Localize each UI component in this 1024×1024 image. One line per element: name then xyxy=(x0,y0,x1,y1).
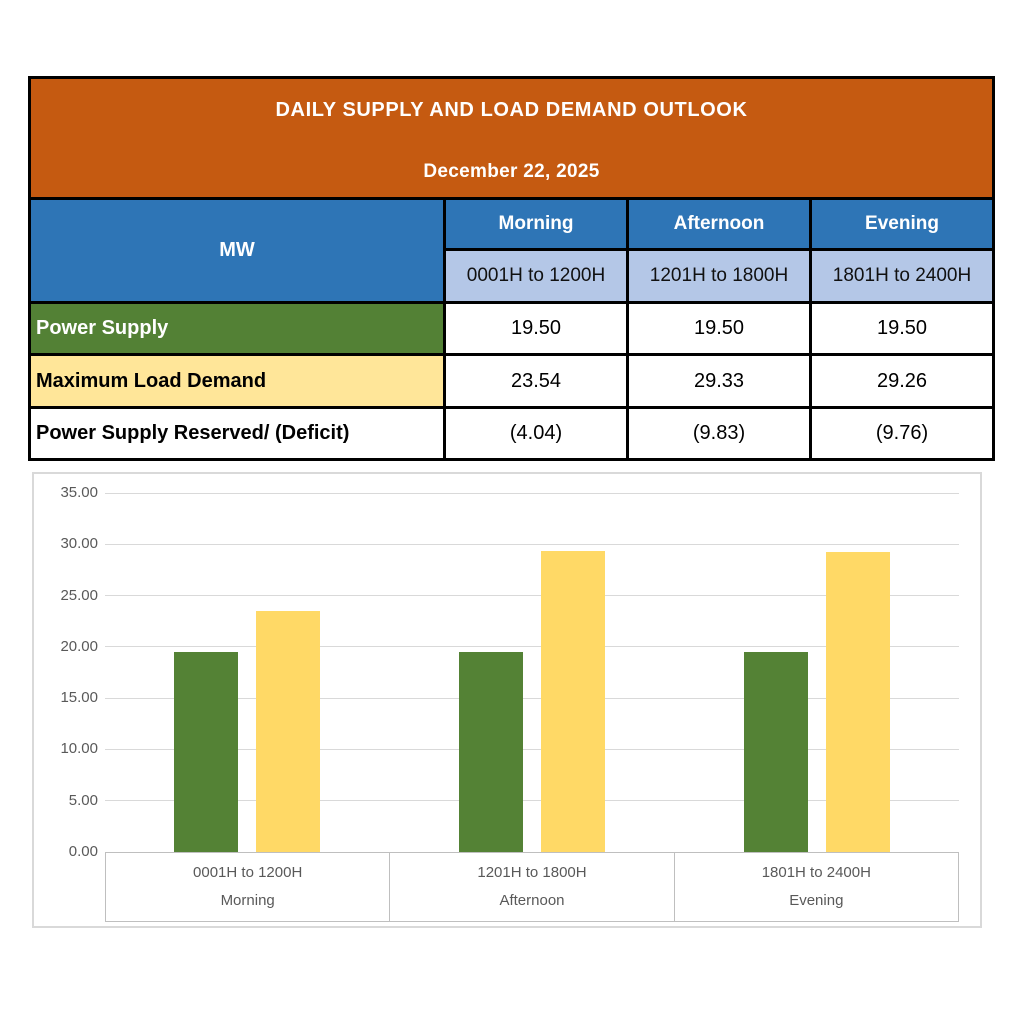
power-supply-afternoon: 19.50 xyxy=(626,301,809,353)
x-label-period: Evening xyxy=(789,892,844,909)
supply-demand-bar-chart: 0.00 5.00 10.00 15.00 20.00 25.00 30.00 35.00 0… xyxy=(32,472,982,928)
column-header-afternoon: Afternoon xyxy=(626,197,809,248)
y-axis-tick-label: 30.00 xyxy=(60,535,98,553)
page-title: DAILY SUPPLY AND LOAD DEMAND OUTLOOK xyxy=(275,99,748,121)
gridline xyxy=(105,697,959,699)
power-supply-evening: 19.50 xyxy=(809,301,992,353)
bar-power-supply-afternoon xyxy=(459,652,523,852)
reserve-deficit-afternoon: (9.83) xyxy=(626,406,809,458)
bar-maximum-load-demand-morning xyxy=(256,611,320,852)
y-axis-tick-label: 5.00 xyxy=(68,791,98,809)
chart-plot-area: 0.00 5.00 10.00 15.00 20.00 25.00 30.00 35.00 xyxy=(34,474,980,926)
unit-header-cell: MW xyxy=(31,197,443,301)
bar-power-supply-evening xyxy=(744,652,808,852)
chart-x-axis: 0001H to 1200H Morning 1201H to 1800H Af… xyxy=(105,852,959,922)
bar-power-supply-morning xyxy=(174,652,238,852)
hours-header-afternoon: 1201H to 1800H xyxy=(626,248,809,301)
hours-header-evening: 1801H to 2400H xyxy=(809,248,992,301)
gridline xyxy=(105,800,959,802)
gridline xyxy=(105,595,959,597)
column-header-evening: Evening xyxy=(809,197,992,248)
x-category-afternoon: 1201H to 1800H Afternoon xyxy=(389,853,673,921)
hours-header-morning: 0001H to 1200H xyxy=(443,248,626,301)
reserve-deficit-evening: (9.76) xyxy=(809,406,992,458)
gridline xyxy=(105,646,959,648)
x-label-hours: 0001H to 1200H xyxy=(193,864,303,881)
gridline xyxy=(105,543,959,545)
x-category-morning: 0001H to 1200H Morning xyxy=(106,853,389,921)
row-label-power-supply: Power Supply xyxy=(31,301,443,353)
bar-maximum-load-demand-afternoon xyxy=(541,551,605,852)
y-axis-tick-label: 20.00 xyxy=(60,637,98,655)
gridline xyxy=(105,748,959,750)
x-label-hours: 1201H to 1800H xyxy=(477,864,587,881)
row-label-reserve-deficit: Power Supply Reserved/ (Deficit) xyxy=(31,406,443,458)
y-axis-tick-label: 35.00 xyxy=(60,484,98,501)
y-axis-tick-label: 0.00 xyxy=(68,843,98,860)
bar-maximum-load-demand-evening xyxy=(826,552,890,852)
gridline xyxy=(105,492,959,494)
reserve-deficit-morning: (4.04) xyxy=(443,406,626,458)
x-category-evening: 1801H to 2400H Evening xyxy=(673,853,958,921)
y-axis-tick-label: 25.00 xyxy=(60,586,98,604)
max-load-demand-morning: 23.54 xyxy=(443,353,626,406)
max-load-demand-afternoon: 29.33 xyxy=(626,353,809,406)
report-date: December 22, 2025 xyxy=(423,161,600,182)
table-header-banner: DAILY SUPPLY AND LOAD DEMAND OUTLOOK Dec… xyxy=(31,79,992,197)
x-label-hours: 1801H to 2400H xyxy=(761,864,871,881)
y-axis-tick-label: 10.00 xyxy=(60,740,98,758)
max-load-demand-evening: 29.26 xyxy=(809,353,992,406)
supply-demand-table: DAILY SUPPLY AND LOAD DEMAND OUTLOOK Dec… xyxy=(28,76,995,461)
column-header-morning: Morning xyxy=(443,197,626,248)
row-label-max-load-demand: Maximum Load Demand xyxy=(31,353,443,406)
power-supply-morning: 19.50 xyxy=(443,301,626,353)
x-label-period: Afternoon xyxy=(499,892,565,909)
x-label-period: Morning xyxy=(220,892,275,909)
y-axis-tick-label: 15.00 xyxy=(60,689,98,707)
